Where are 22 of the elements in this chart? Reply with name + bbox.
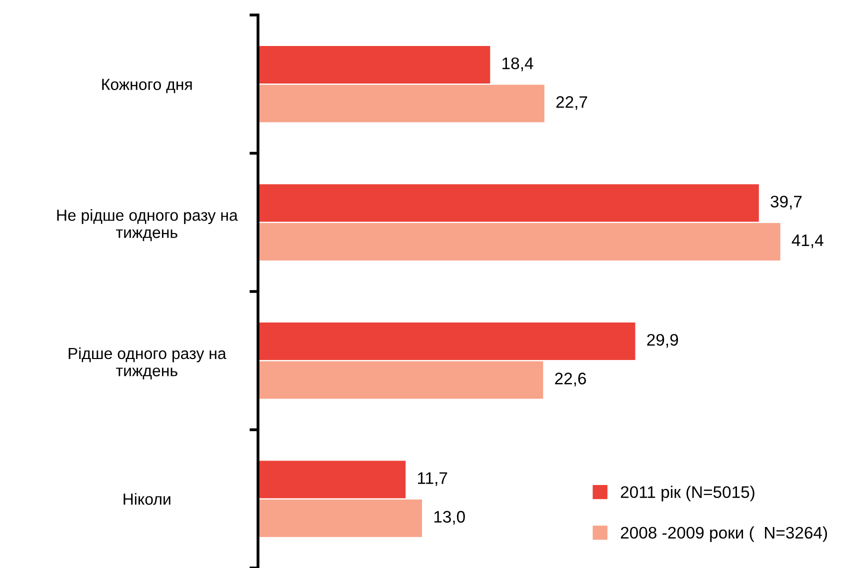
y-tick-label: Рідше одного разу на тиждень: [68, 347, 226, 380]
data-label: 41,4: [792, 234, 824, 248]
bar: [258, 499, 422, 538]
bar: [258, 222, 780, 261]
bar: [258, 322, 636, 360]
data-label: 29,9: [647, 334, 678, 348]
bar: [258, 46, 490, 84]
legend-label: 2011 рік (N=5015): [620, 486, 754, 502]
bar: [258, 184, 759, 222]
data-label: 39,7: [770, 196, 802, 210]
data-label: 11,7: [418, 472, 448, 486]
bar: [258, 361, 544, 399]
y-tick-label: Не рідше одного разу на тиждень: [57, 209, 238, 242]
data-label: 18,4: [502, 57, 534, 72]
data-label: 22,6: [555, 372, 586, 386]
y-tick-label: Ніколи: [124, 493, 170, 505]
legend-label: 2008 -2009 роки ( N=3264): [620, 526, 827, 542]
data-label: 13,0: [434, 510, 465, 525]
bar: [258, 460, 406, 498]
bar: [258, 84, 544, 122]
y-tick-label: Кожного дня: [102, 78, 192, 94]
data-label: 22,7: [556, 96, 588, 110]
